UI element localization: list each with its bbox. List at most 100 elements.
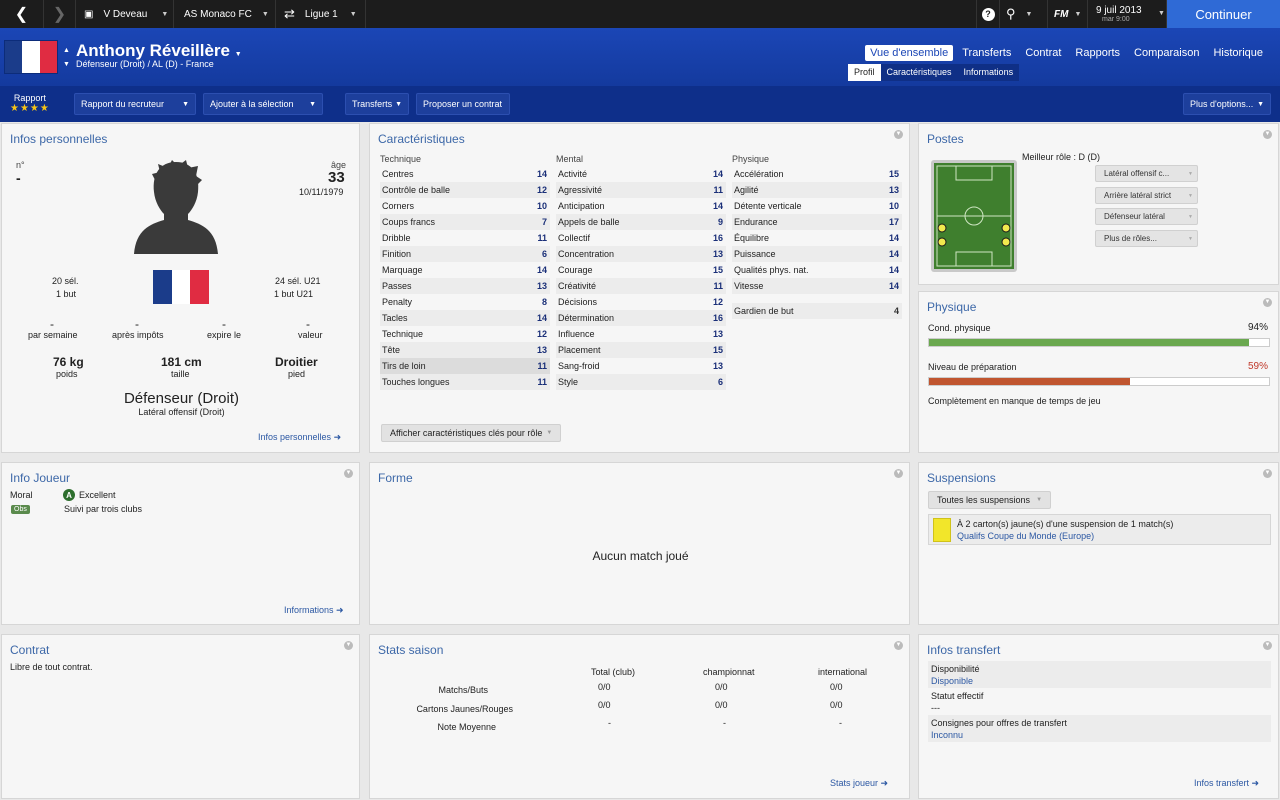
transfers-button[interactable]: Transferts ▼ xyxy=(345,93,409,115)
player-stats-link[interactable]: Stats joueur ➜ xyxy=(830,778,888,789)
attribute-row[interactable]: Touches longues 11 xyxy=(380,374,550,390)
attribute-row[interactable]: Agressivité 11 xyxy=(556,182,726,198)
panel-menu-icon[interactable]: ▼ xyxy=(1263,298,1272,307)
all-suspensions-button[interactable]: Toutes les suspensions ▼ xyxy=(928,491,1052,509)
personal-info-link[interactable]: Infos personnelles ➜ xyxy=(258,432,341,443)
tab-overview[interactable]: Vue d'ensemble xyxy=(865,45,954,61)
attribute-row[interactable]: Dribble 11 xyxy=(380,230,550,246)
scout-report-button[interactable]: Rapport du recruteur ▼ xyxy=(74,93,196,115)
role-button-wide-defender[interactable]: Défenseur latéral ▼ xyxy=(1095,208,1198,225)
attribute-row[interactable]: Finition 6 xyxy=(380,246,550,262)
attribute-name: Coups francs xyxy=(382,217,436,227)
report-rating[interactable]: Rapport ★★★★ xyxy=(10,93,50,114)
help-button[interactable]: ? xyxy=(976,0,1000,28)
suspension-item[interactable]: À 2 carton(s) jaune(s) d'une suspension … xyxy=(928,514,1271,545)
attribute-row[interactable]: Décisions 12 xyxy=(556,294,726,310)
panel-menu-icon[interactable]: ▼ xyxy=(894,130,903,139)
player-name[interactable]: Anthony Réveillère ▼ xyxy=(76,41,242,61)
attribute-value: 16 xyxy=(712,313,723,323)
subtab-attributes[interactable]: Caractéristiques xyxy=(886,67,952,77)
main-position: Défenseur (Droit) xyxy=(123,390,240,407)
attribute-value: 14 xyxy=(888,265,899,275)
panel-menu-icon[interactable]: ▼ xyxy=(1263,641,1272,650)
attribute-name: Accélération xyxy=(734,169,784,179)
offer-contract-button[interactable]: Proposer un contrat xyxy=(416,93,510,115)
fm-menu[interactable]: FM ▼ xyxy=(1048,0,1088,28)
attribute-row[interactable]: Courage 15 xyxy=(556,262,726,278)
attribute-row[interactable]: Qualités phys. nat. 14 xyxy=(732,262,902,278)
attribute-row[interactable]: Créativité 11 xyxy=(556,278,726,294)
suspension-competition[interactable]: Qualifs Coupe du Monde (Europe) xyxy=(957,531,1095,541)
attribute-row[interactable]: Collectif 16 xyxy=(556,230,726,246)
panel-menu-icon[interactable]: ▼ xyxy=(1263,130,1272,139)
role-button-strict-fullback[interactable]: Arrière latéral strict ▼ xyxy=(1095,187,1198,204)
attribute-value: 15 xyxy=(888,169,899,179)
scouted-badge: Obs xyxy=(11,505,30,514)
tab-contract[interactable]: Contrat xyxy=(1025,47,1062,59)
attribute-row[interactable]: Détermination 16 xyxy=(556,310,726,326)
panel-menu-icon[interactable]: ▼ xyxy=(894,469,903,478)
attribute-row[interactable]: Marquage 14 xyxy=(380,262,550,278)
attribute-row[interactable]: Puissance 14 xyxy=(732,246,902,262)
chevron-down-icon[interactable]: ▼ xyxy=(63,61,70,68)
attribute-row[interactable]: Activité 14 xyxy=(556,166,726,182)
add-to-shortlist-button[interactable]: Ajouter à la sélection ▼ xyxy=(203,93,323,115)
continue-button[interactable]: Continuer xyxy=(1167,0,1280,28)
role-button-more-roles[interactable]: Plus de rôles... ▼ xyxy=(1095,230,1198,247)
date-display[interactable]: 9 juil 2013 mar 9:00 xyxy=(1088,0,1167,28)
attribute-row[interactable]: Appels de balle 9 xyxy=(556,214,726,230)
transfer-instructions-value[interactable]: Inconnu xyxy=(931,730,964,740)
attribute-row[interactable]: Style 6 xyxy=(556,374,726,390)
attribute-row[interactable]: Anticipation 14 xyxy=(556,198,726,214)
panel-menu-icon[interactable]: ▼ xyxy=(894,641,903,650)
more-options-button[interactable]: Plus d'options... ▼ xyxy=(1183,93,1271,115)
attribute-row[interactable]: Accélération 15 xyxy=(732,166,902,182)
attribute-row[interactable]: Passes 13 xyxy=(380,278,550,294)
subtab-information[interactable]: Informations xyxy=(963,67,1014,77)
attribute-row[interactable]: Sang-froid 13 xyxy=(556,358,726,374)
attribute-row[interactable]: Tirs de loin 11 xyxy=(380,358,550,374)
subtab-profile[interactable]: Profil xyxy=(848,64,881,81)
tab-reports[interactable]: Rapports xyxy=(1075,47,1121,59)
panel-menu-icon[interactable]: ▼ xyxy=(344,641,353,650)
tab-history[interactable]: Historique xyxy=(1213,47,1263,59)
key-attributes-button[interactable]: Afficher caractéristiques clés pour rôle… xyxy=(381,424,562,442)
league-menu[interactable]: ⇄ Ligue 1 ▼ xyxy=(276,0,366,28)
tab-comparison[interactable]: Comparaison xyxy=(1134,47,1200,59)
attribute-row[interactable]: Équilibre 14 xyxy=(732,230,902,246)
player-switch[interactable]: ▲ ▼ xyxy=(63,44,70,72)
attribute-row[interactable]: Endurance 17 xyxy=(732,214,902,230)
league-name: Ligue 1 xyxy=(304,8,338,20)
forward-button[interactable]: ❯ xyxy=(44,0,76,28)
attribute-row[interactable]: Tête 13 xyxy=(380,342,550,358)
manager-menu[interactable]: ▣ V Deveau ▼ xyxy=(76,0,174,28)
search-button[interactable]: ⚲ ▼ xyxy=(1000,0,1048,28)
attribute-row[interactable]: Centres 14 xyxy=(380,166,550,182)
chevron-down-icon: ▼ xyxy=(1257,100,1264,108)
attribute-row[interactable]: Agilité 13 xyxy=(732,182,902,198)
attribute-row[interactable]: Placement 15 xyxy=(556,342,726,358)
attribute-row[interactable]: Corners 10 xyxy=(380,198,550,214)
role-button-attacking-fullback[interactable]: Latéral offensif c... ▼ xyxy=(1095,165,1198,182)
current-time: mar 9:00 xyxy=(1102,16,1130,23)
information-link[interactable]: Informations ➜ xyxy=(284,605,344,616)
attribute-row[interactable]: Concentration 13 xyxy=(556,246,726,262)
back-arrow-icon: ❮ xyxy=(14,6,29,23)
attribute-row[interactable]: Penalty 8 xyxy=(380,294,550,310)
back-button[interactable]: ❮ xyxy=(0,0,44,28)
availability-value[interactable]: Disponible xyxy=(931,676,974,686)
attribute-row[interactable]: Tacles 14 xyxy=(380,310,550,326)
club-menu[interactable]: AS Monaco FC ▼ xyxy=(174,0,276,28)
attribute-row[interactable]: Contrôle de balle 12 xyxy=(380,182,550,198)
chevron-up-icon[interactable]: ▲ xyxy=(63,47,70,54)
attribute-row[interactable]: Détente verticale 10 xyxy=(732,198,902,214)
tab-transfers[interactable]: Transferts xyxy=(962,47,1012,59)
attribute-row[interactable]: Technique 12 xyxy=(380,326,550,342)
transfer-info-link[interactable]: Infos transfert ➜ xyxy=(1194,778,1259,789)
panel-menu-icon[interactable]: ▼ xyxy=(344,469,353,478)
panel-menu-icon[interactable]: ▼ xyxy=(1263,469,1272,478)
attribute-row[interactable]: Vitesse 14 xyxy=(732,278,902,294)
attribute-row[interactable]: Influence 13 xyxy=(556,326,726,342)
stats-cell: 0/0 xyxy=(715,700,728,710)
attribute-row[interactable]: Coups francs 7 xyxy=(380,214,550,230)
